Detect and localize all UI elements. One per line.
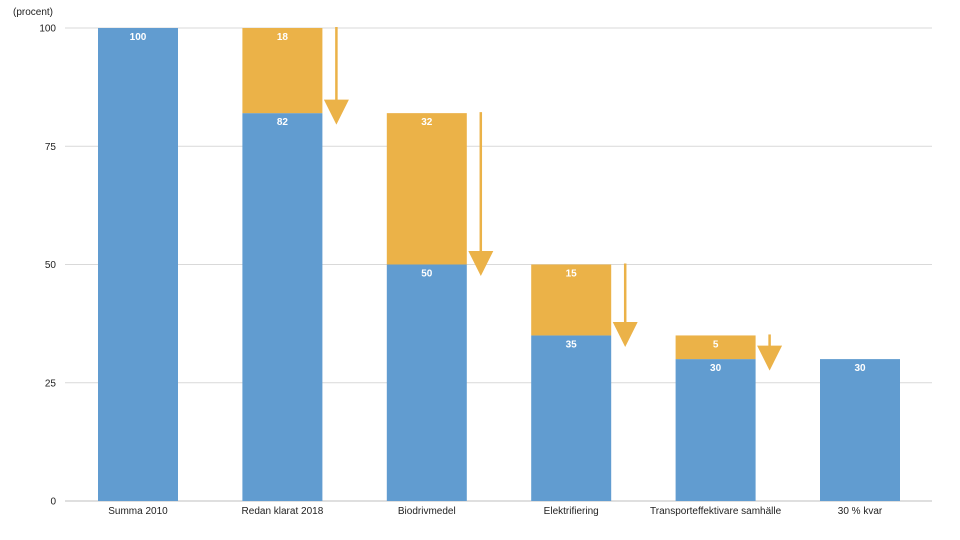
category-labels: Summa 2010 Redan klarat 2018 Biodrivmedel E… xyxy=(108,506,883,517)
category-label: 30 % kvar xyxy=(838,506,883,517)
bar-remaining xyxy=(98,28,178,501)
data-label-reduction: 15 xyxy=(566,269,578,280)
y-tick-label: 0 xyxy=(50,497,56,508)
y-tick-label: 100 xyxy=(39,24,56,35)
bar-remaining xyxy=(820,359,900,501)
data-label-reduction: 32 xyxy=(421,117,433,128)
data-label-remaining: 82 xyxy=(277,117,289,128)
category-label: Redan klarat 2018 xyxy=(242,506,324,517)
data-label-remaining: 35 xyxy=(566,339,578,350)
y-tick-labels: 0 25 50 75 100 xyxy=(39,24,56,508)
category-label: Transporteffektivare samhälle xyxy=(650,506,782,517)
category-label: Summa 2010 xyxy=(108,506,168,517)
bar-remaining xyxy=(675,359,756,501)
y-tick-label: 50 xyxy=(45,260,57,271)
gridlines xyxy=(65,27,932,502)
data-label-reduction: 18 xyxy=(277,32,289,43)
data-label-remaining: 30 xyxy=(854,363,866,374)
bar-remaining xyxy=(531,335,612,501)
category-label: Elektrifiering xyxy=(544,506,599,517)
bar-reduction xyxy=(386,113,467,265)
category-label: Biodrivmedel xyxy=(398,506,456,517)
y-tick-label: 75 xyxy=(45,142,57,153)
data-labels: 100 82 18 50 32 35 15 30 5 30 xyxy=(130,32,866,374)
reduction-arrows xyxy=(323,27,783,371)
bar-reduction xyxy=(675,335,756,360)
data-label-remaining: 30 xyxy=(710,363,722,374)
y-unit-label: (procent) xyxy=(13,7,53,18)
bars xyxy=(98,28,900,501)
data-label-reduction: 5 xyxy=(713,339,719,350)
bar-remaining xyxy=(242,113,323,501)
data-label-remaining: 50 xyxy=(421,269,433,280)
y-tick-label: 25 xyxy=(45,378,57,389)
bar-reduction xyxy=(531,264,612,336)
bar-reduction xyxy=(242,28,323,114)
data-label-remaining: 100 xyxy=(130,32,147,43)
bar-remaining xyxy=(386,264,467,501)
